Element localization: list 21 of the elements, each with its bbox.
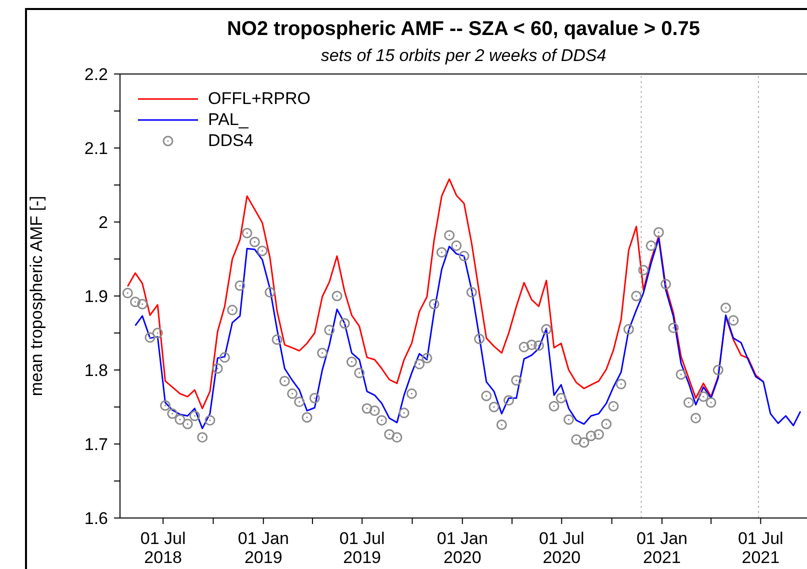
x-tick-label: 01 Jul 2019 [339, 529, 385, 567]
y-tick-label: 1.8 [84, 361, 108, 380]
x-tick-label: 01 Jul 2021 [738, 529, 784, 567]
y-tick-label: 1.7 [84, 435, 108, 454]
y-tick-label: 1.9 [84, 287, 108, 306]
chart-title: NO2 tropospheric AMF -- SZA < 60, qavalue > 0.75 [226, 18, 702, 41]
x-tick-label: 01 Jan 2020 [436, 529, 488, 567]
y-tick-label: 2.1 [84, 139, 108, 158]
legend-label: DDS4 [208, 130, 254, 150]
legend-label: OFFL+RPRO [208, 88, 310, 108]
x-tick-label: 01 Jul 2020 [538, 529, 584, 567]
y-axis-title: mean tropospheric AMF [-] [27, 196, 46, 396]
x-tick-label: 01 Jan 2019 [238, 529, 289, 567]
y-tick-label: 1.6 [84, 509, 108, 528]
legend-label: PAL_ [208, 110, 248, 130]
x-tick-label: 01 Jan 2021 [636, 529, 688, 567]
y-tick-label: 2.2 [84, 65, 108, 84]
chart-subtitle: sets of 15 orbits per 2 weeks of DDS4 [320, 46, 608, 66]
y-tick-label: 2 [98, 213, 108, 232]
line-series [126, 178, 764, 410]
x-tick-label: 01 Jul 2018 [140, 529, 186, 567]
